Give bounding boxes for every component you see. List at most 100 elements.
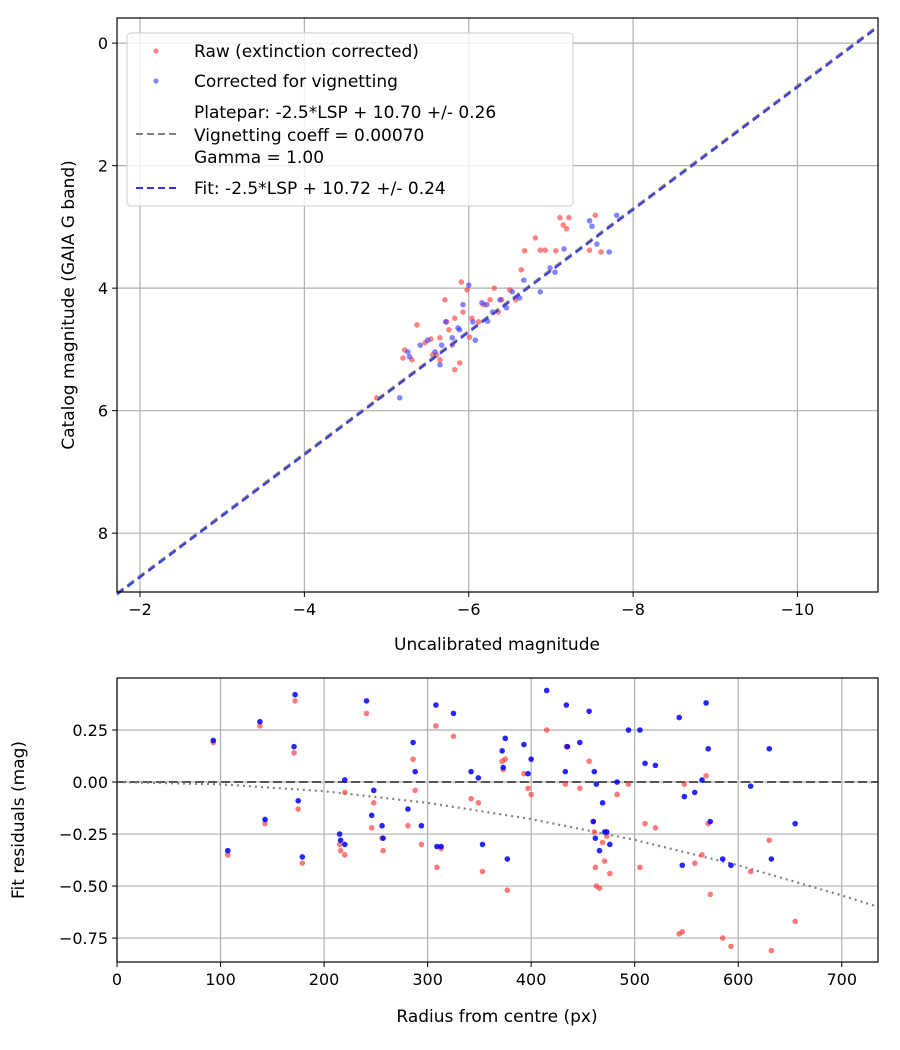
corrected-point <box>438 342 445 348</box>
raw-point <box>553 247 559 254</box>
corrected-residual-point <box>379 822 385 829</box>
raw-point <box>437 334 443 341</box>
raw-residual-point <box>292 698 298 704</box>
corrected-point <box>460 301 466 308</box>
corrected-residual-point <box>412 768 418 775</box>
raw-residual-point <box>370 800 377 806</box>
raw-point <box>537 247 544 253</box>
raw-residual-point <box>295 806 301 812</box>
corrected-residual-point <box>614 779 620 785</box>
corrected-residual-point <box>336 831 343 837</box>
bottom-axes-frame <box>116 677 879 963</box>
corrected-residual-point <box>502 735 509 742</box>
corrected-point <box>520 277 527 283</box>
corrected-residual-point <box>707 818 714 825</box>
raw-residual-point <box>479 868 486 875</box>
corrected-residual-point <box>257 718 263 725</box>
legend-raw-marker <box>153 48 159 54</box>
corrected-residual-point <box>380 835 386 842</box>
raw-point <box>560 222 567 228</box>
raw-residual-point <box>614 791 620 798</box>
raw-residual-point <box>599 839 606 846</box>
corrected-residual-point <box>450 710 457 717</box>
corrected-point <box>465 282 472 288</box>
raw-residual-point <box>543 727 550 733</box>
raw-point <box>400 355 406 361</box>
corrected-residual-point <box>370 787 377 794</box>
bottom-x-tick-label: 600 <box>723 970 754 989</box>
raw-residual-point <box>577 785 583 792</box>
raw-residual-point <box>642 820 648 827</box>
corrected-residual-point <box>291 743 297 750</box>
corrected-residual-point <box>766 745 773 752</box>
corrected-residual-point <box>603 829 610 835</box>
raw-residual-point <box>586 758 592 765</box>
raw-point <box>542 247 548 253</box>
raw-residual-point <box>681 781 688 787</box>
raw-point <box>464 287 470 293</box>
bottom-y-tick-label: −0.50 <box>59 877 108 896</box>
raw-residual-point <box>224 852 231 858</box>
raw-point <box>557 214 563 221</box>
corrected-residual-point <box>562 768 569 775</box>
top-y-tick-label: 8 <box>98 524 108 543</box>
corrected-residual-point <box>292 691 298 698</box>
raw-residual-point <box>707 891 714 898</box>
bottom-y-tick-label: 0.00 <box>72 773 108 792</box>
corrected-residual-point <box>564 743 571 750</box>
corrected-residual-point <box>747 783 754 789</box>
top-x-tick-label: −10 <box>781 600 815 619</box>
top-fit-lines <box>116 24 879 596</box>
corrected-point <box>509 289 516 295</box>
raw-residual-point <box>792 918 798 925</box>
corrected-residual-point <box>341 841 348 848</box>
top-x-tick-label: −8 <box>621 600 645 619</box>
raw-residual-point <box>591 829 598 835</box>
corrected-point <box>484 301 490 308</box>
top-y-tick-label: 0 <box>98 34 108 53</box>
raw-point <box>442 296 448 303</box>
raw-residual-point <box>703 772 709 779</box>
corrected-point <box>456 327 463 333</box>
corrected-point <box>561 246 567 252</box>
corrected-residual-point <box>528 756 534 762</box>
raw-point <box>414 322 420 328</box>
corrected-residual-point <box>596 847 603 854</box>
bottom-x-tick-label: 400 <box>516 970 547 989</box>
corrected-residual-point <box>438 843 444 850</box>
corrected-residual-point <box>699 777 705 783</box>
legend-vignetting-label: Vignetting coeff = 0.00070 <box>194 126 424 146</box>
bottom-x-tick-label: 500 <box>619 970 650 989</box>
raw-point <box>532 235 539 241</box>
raw-point <box>566 214 572 221</box>
corrected-residual-point <box>768 856 775 862</box>
raw-residual-point <box>592 864 599 871</box>
raw-residual-point <box>299 860 306 866</box>
bottom-x-tick-label: 300 <box>412 970 443 989</box>
top-x-tick-label: −2 <box>128 600 152 619</box>
top-y-tick-label: 2 <box>98 157 108 176</box>
corrected-point <box>472 337 479 344</box>
corrected-point <box>594 241 600 247</box>
raw-point <box>446 327 452 333</box>
corrected-point <box>613 212 620 219</box>
raw-residual-point <box>637 864 643 871</box>
corrected-point <box>470 319 476 325</box>
corrected-point <box>432 349 438 355</box>
corrected-residual-point <box>691 789 698 796</box>
corrected-residual-point <box>479 841 486 848</box>
corrected-residual-point <box>363 698 370 704</box>
corrected-residual-point <box>433 702 439 708</box>
raw-residual-point <box>341 852 348 858</box>
corrected-residual-point <box>679 862 686 869</box>
raw-residual-point <box>728 943 734 950</box>
corrected-residual-point <box>521 741 527 748</box>
corrected-residual-point <box>475 775 482 781</box>
bottom-y-tick-label: 0.25 <box>72 721 108 740</box>
raw-residual-point <box>525 785 531 792</box>
top-axes-frame <box>116 17 879 593</box>
corrected-residual-point <box>652 762 659 769</box>
raw-point <box>487 296 493 303</box>
corrected-point <box>586 217 593 224</box>
